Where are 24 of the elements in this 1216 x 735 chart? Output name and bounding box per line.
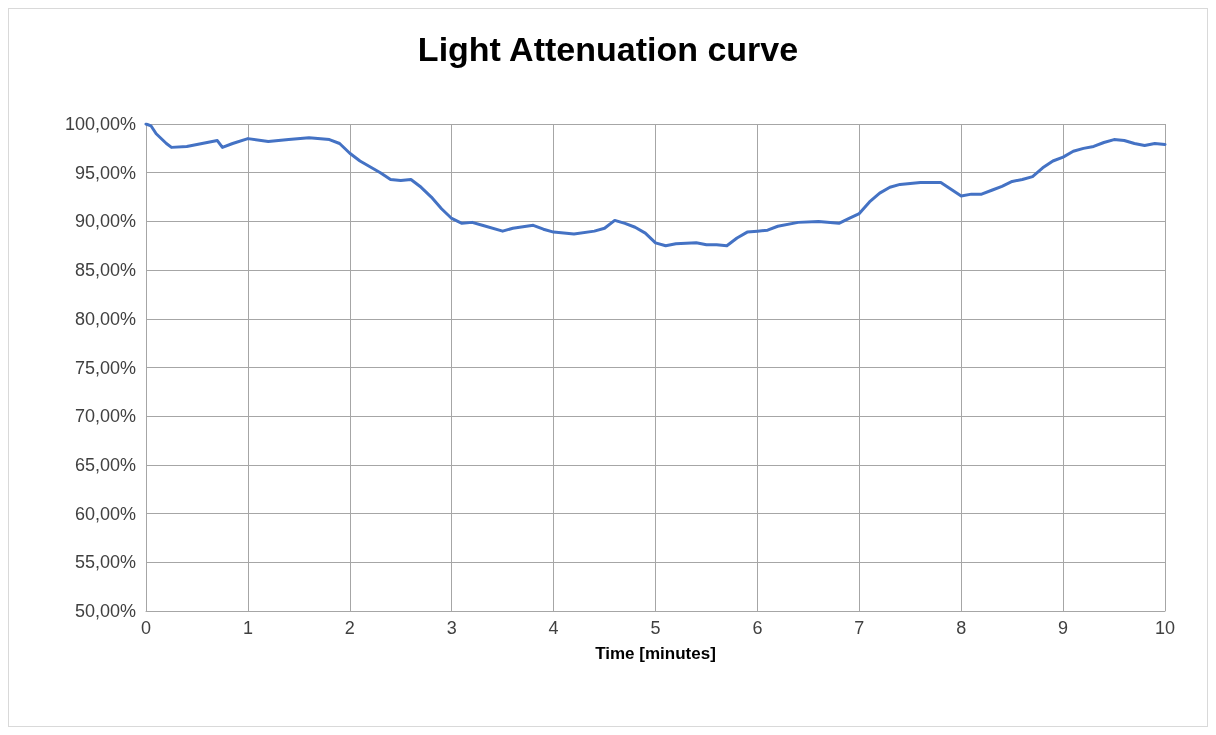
x-tick-label: 4 bbox=[548, 618, 559, 638]
y-tick-label: 60,00% bbox=[74, 503, 136, 524]
x-tick-label: 5 bbox=[650, 618, 661, 638]
x-axis-title: Time [minutes] bbox=[595, 644, 716, 663]
x-tick-label: 7 bbox=[854, 618, 865, 638]
y-tick-label: 100,00% bbox=[64, 114, 136, 134]
x-tick-label: 9 bbox=[1058, 618, 1069, 638]
x-tick-label: 0 bbox=[140, 618, 152, 638]
y-tick-label: 75,00% bbox=[74, 357, 136, 378]
y-tick-label: 90,00% bbox=[74, 211, 136, 232]
y-tick-label: 80,00% bbox=[74, 308, 136, 329]
chart-title: Light Attenuation curve bbox=[417, 30, 799, 68]
y-tick-label: 85,00% bbox=[74, 260, 136, 281]
x-tick-label: 6 bbox=[752, 618, 763, 638]
y-tick-label: 55,00% bbox=[74, 552, 136, 573]
x-tick-label: 10 bbox=[1154, 618, 1176, 638]
x-tick-label: 1 bbox=[242, 618, 253, 638]
y-tick-label: 70,00% bbox=[74, 406, 136, 427]
x-tick-label: 8 bbox=[956, 618, 967, 638]
x-tick-label: 2 bbox=[344, 618, 355, 638]
y-tick-label: 65,00% bbox=[74, 454, 136, 475]
y-tick-label: 50,00% bbox=[74, 601, 136, 621]
y-tick-label: 95,00% bbox=[74, 162, 136, 183]
x-tick-label: 3 bbox=[446, 618, 457, 638]
